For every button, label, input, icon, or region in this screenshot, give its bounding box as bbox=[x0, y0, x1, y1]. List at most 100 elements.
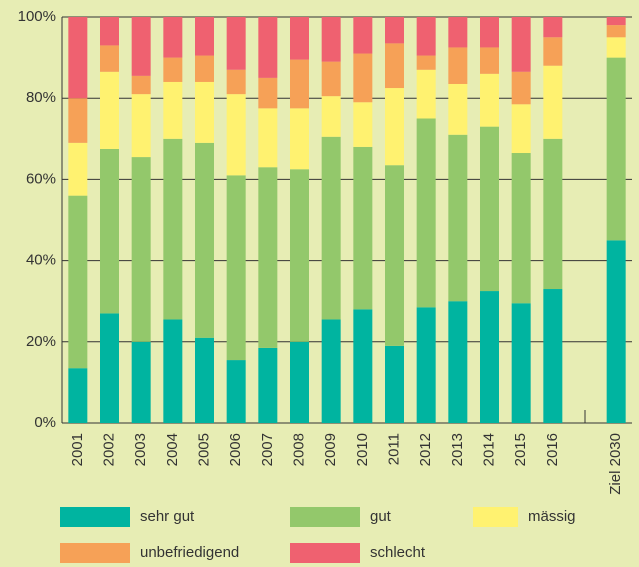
bar-segment bbox=[543, 17, 563, 38]
bar-segment bbox=[258, 167, 278, 348]
legend-label: schlecht bbox=[370, 544, 426, 561]
bar-segment bbox=[480, 291, 499, 423]
legend-swatch bbox=[60, 507, 130, 527]
bar-segment bbox=[226, 94, 246, 176]
bar-segment bbox=[543, 289, 563, 423]
bar-segment bbox=[226, 17, 246, 70]
bar-segment bbox=[353, 17, 373, 54]
x-tick-label: 2001 bbox=[69, 433, 86, 466]
bar-segment bbox=[416, 55, 436, 70]
bar-segment bbox=[606, 57, 626, 241]
bar-segment bbox=[606, 25, 626, 38]
legend-label: sehr gut bbox=[140, 508, 195, 525]
bar-segment bbox=[448, 134, 468, 302]
bar-segment bbox=[448, 301, 468, 423]
bar-segment bbox=[480, 73, 499, 127]
bar-segment bbox=[68, 195, 88, 369]
bar-segment bbox=[131, 157, 151, 342]
bar-segment bbox=[163, 319, 183, 423]
bar-segment bbox=[416, 307, 436, 423]
bar-segment bbox=[353, 102, 373, 147]
bar-segment bbox=[131, 94, 151, 158]
y-tick-label: 0% bbox=[34, 414, 56, 431]
bar-segment bbox=[511, 153, 531, 304]
legend-swatch bbox=[290, 507, 360, 527]
bar-segment bbox=[321, 319, 341, 423]
bar-segment bbox=[321, 61, 341, 97]
bar-segment bbox=[321, 17, 341, 62]
bar-segment bbox=[163, 57, 183, 82]
bar-segment bbox=[258, 347, 278, 423]
bar-segment bbox=[226, 175, 246, 361]
bar-segment bbox=[226, 360, 246, 423]
y-tick-label: 60% bbox=[26, 170, 56, 187]
x-tick-label: 2009 bbox=[322, 433, 339, 466]
bar-segment bbox=[100, 71, 119, 149]
bar-segment bbox=[511, 17, 531, 72]
legend-swatch bbox=[290, 543, 360, 563]
bar-segment bbox=[195, 55, 214, 82]
bar-segment bbox=[131, 341, 151, 423]
bar-segment bbox=[353, 53, 373, 103]
bar-segment bbox=[290, 341, 309, 423]
y-tick-label: 100% bbox=[18, 8, 56, 25]
x-tick-label: 2015 bbox=[512, 433, 529, 466]
bar-segment bbox=[321, 136, 341, 320]
bar-segment bbox=[163, 17, 183, 58]
bar-segment bbox=[353, 146, 373, 310]
x-tick-label: 2006 bbox=[227, 433, 244, 466]
bar-segment bbox=[195, 142, 214, 338]
bar-segment bbox=[100, 313, 119, 423]
x-tick-label: 2016 bbox=[544, 433, 561, 466]
bar-segment bbox=[131, 75, 151, 95]
bar-segment bbox=[290, 59, 309, 109]
bar-segment bbox=[258, 77, 278, 109]
x-tick-label: 2010 bbox=[354, 433, 371, 466]
bar-segment bbox=[385, 165, 404, 346]
bar-segment bbox=[606, 240, 626, 423]
bar-segment bbox=[290, 169, 309, 342]
bar-segment bbox=[68, 142, 88, 196]
x-tick-label: 2002 bbox=[100, 433, 117, 466]
bar-segment bbox=[480, 17, 499, 48]
bar-segment bbox=[480, 47, 499, 74]
bar-segment bbox=[543, 138, 563, 290]
bar-segment bbox=[290, 17, 309, 60]
bar-segment bbox=[195, 81, 214, 143]
x-tick-label: 2005 bbox=[195, 433, 212, 466]
bar-segment bbox=[385, 17, 404, 44]
bar-segment bbox=[385, 88, 404, 166]
bar-segment bbox=[163, 138, 183, 320]
bar-segment bbox=[606, 37, 626, 58]
bar-segment bbox=[385, 345, 404, 423]
bar-segment bbox=[448, 17, 468, 48]
bar-segment bbox=[258, 17, 278, 78]
grid bbox=[62, 16, 632, 424]
legend-label: unbefriedigend bbox=[140, 544, 239, 561]
bar-segment bbox=[68, 17, 88, 99]
bar-segment bbox=[100, 45, 119, 72]
legend-label: gut bbox=[370, 508, 392, 525]
legend-label: mässig bbox=[528, 508, 576, 525]
bar-segment bbox=[100, 17, 119, 46]
bar-segment bbox=[353, 309, 373, 423]
bar-segment bbox=[258, 108, 278, 168]
bar-segment bbox=[195, 337, 214, 423]
bar-segment bbox=[416, 69, 436, 119]
x-tick-label: 2007 bbox=[259, 433, 276, 466]
y-tick-label: 40% bbox=[26, 252, 56, 269]
bar-segment bbox=[480, 126, 499, 292]
x-tick-label: 2003 bbox=[132, 433, 149, 466]
x-tick-label: 2012 bbox=[417, 433, 434, 466]
bar-segment bbox=[448, 47, 468, 84]
x-tick-label: 2013 bbox=[449, 433, 466, 466]
bar-segment bbox=[100, 148, 119, 314]
legend-swatch bbox=[473, 507, 518, 527]
bar-segment bbox=[448, 83, 468, 135]
bar-segment bbox=[385, 43, 404, 89]
x-tick-label: 2011 bbox=[385, 433, 402, 465]
x-tick-label: 2014 bbox=[480, 433, 497, 466]
y-tick-label: 20% bbox=[26, 333, 56, 350]
bar-segment bbox=[290, 108, 309, 170]
